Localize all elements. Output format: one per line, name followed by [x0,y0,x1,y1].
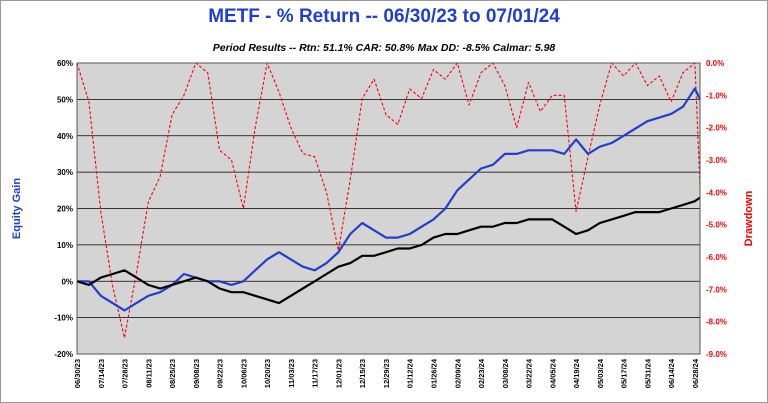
x-tick-label: 06/30/23 [73,359,82,388]
x-tick-label: 01/12/24 [406,358,415,388]
y-tick-label-left: 20% [57,205,73,214]
x-tick-label: 08/25/23 [168,359,177,388]
x-tick-label: 10/06/23 [239,359,248,388]
y-tick-label-right: 0.0% [706,59,724,68]
x-tick-label: 06/28/24 [691,358,700,388]
y-tick-label-left: 0% [61,277,73,286]
y-axis-right: 0.0% -1.0% -2.0% -3.0% -4.0% -5.0% -6.0% -7.0% -… [706,59,727,359]
x-tick-label: 06/14/24 [667,358,676,388]
y-axis-label-right: Drawdown [743,190,755,246]
y-tick-label-right: -8.0% [706,318,727,327]
series-line-equity [77,87,701,312]
x-tick-label: 11/03/23 [287,359,296,388]
x-tick-label: 02/09/24 [453,358,462,388]
x-tick-label: 09/22/23 [216,359,225,388]
x-tick-label: 09/08/23 [192,359,201,388]
y-tick-label-right: -3.0% [706,156,727,165]
x-tick-label: 07/28/23 [121,359,130,388]
x-tick-label: 05/03/24 [596,358,605,388]
y-tick-label-right: -9.0% [706,350,727,359]
series-layer [76,62,701,339]
x-axis: 06/30/23 07/14/23 07/28/23 08/11/23 08/25/23… [73,358,700,388]
grid-lines [77,98,700,319]
plot-border [76,62,701,355]
y-tick-label-left: -10% [54,314,73,323]
y-tick-label-left: 50% [57,95,73,104]
y-tick-label-right: -4.0% [706,188,727,197]
x-tick-label: 05/31/24 [643,358,652,388]
x-tick-label: 12/29/23 [382,359,391,388]
x-tick-label: 05/17/24 [620,358,629,388]
x-tick-label: 04/19/24 [572,358,581,388]
y-tick-label-left: 40% [57,132,73,141]
x-tick-label: 03/22/24 [525,358,534,388]
x-tick-label: 10/20/23 [263,359,272,388]
x-tick-label: 01/26/24 [429,358,438,388]
x-tick-label: 03/08/24 [501,358,510,388]
y-tick-label-right: -2.0% [706,124,727,133]
chart-subtitle: Period Results -- Rtn: 51.1% CAR: 50.8% … [212,42,556,54]
series-line-drawdown [76,62,701,339]
series-line-benchmark [76,196,701,305]
x-tick-label: 04/05/24 [548,358,557,388]
y-axis-label-left: Equity Gain [11,178,23,239]
x-tick-label: 12/15/23 [358,359,367,388]
y-tick-label-right: -5.0% [706,221,727,230]
y-tick-label-left: 10% [57,241,73,250]
x-tick-label: 12/01/23 [334,359,343,388]
y-tick-label-left: 30% [57,168,73,177]
chart-title: METF - % Return -- 06/30/23 to 07/01/24 [208,6,560,27]
y-tick-label-left: 60% [57,59,73,68]
x-tick-label: 02/23/24 [477,358,486,388]
x-tick-label: 11/17/23 [311,359,320,388]
y-axis-left: 60% 50% 40% 30% 20% 10% 0% -10% -20% [54,59,73,359]
y-tick-label-left: -20% [54,350,73,359]
x-tick-label: 08/11/23 [144,359,153,388]
x-tick-label: 07/14/23 [97,359,106,388]
y-tick-label-right: -7.0% [706,285,727,294]
y-tick-label-right: -1.0% [706,91,727,100]
y-tick-label-right: -6.0% [706,253,727,262]
